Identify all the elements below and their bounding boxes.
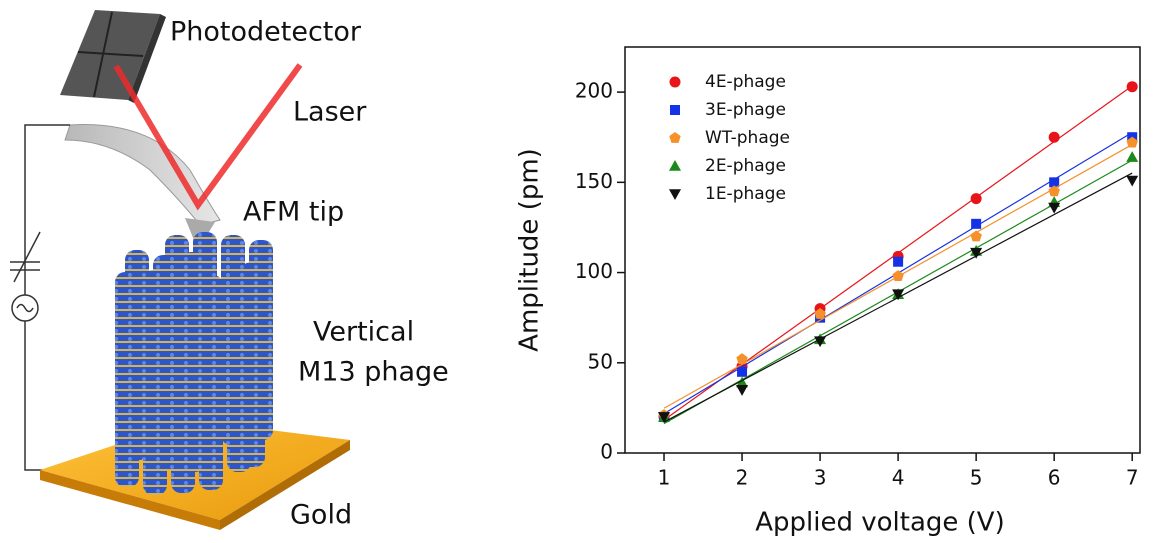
plot-frame: [624, 46, 1141, 454]
legend-marker: [669, 76, 681, 88]
point: [736, 353, 748, 365]
point: [1126, 151, 1139, 162]
label: Photodetector: [170, 17, 362, 48]
legend-label: 2E-phage: [705, 156, 786, 176]
x-axis-title: Applied voltage (V): [755, 508, 1005, 538]
point: [658, 412, 671, 423]
phage: [199, 275, 223, 490]
x-tick-label: 1: [658, 466, 671, 490]
label: M13 phage: [298, 357, 449, 388]
point: [971, 218, 982, 229]
gold-edge: [220, 440, 350, 530]
circuit-wire: [24, 124, 100, 471]
point: [1126, 136, 1138, 148]
label: Vertical: [313, 317, 414, 348]
point: [1048, 185, 1060, 197]
x-tick-label: 7: [1126, 466, 1139, 490]
y-tick-label: 150: [575, 169, 613, 193]
diagram: Photodetector Laser AFM tip Vertical M13…: [10, 10, 449, 531]
x-tick-label: 6: [1048, 466, 1061, 490]
phage: [171, 268, 195, 493]
x-tick-label: 4: [892, 466, 905, 490]
phage: [227, 282, 251, 472]
point: [737, 366, 748, 377]
y-tick-label: 50: [588, 349, 613, 373]
point: [1048, 202, 1061, 214]
legend-marker: [669, 132, 681, 143]
ac-symbol: [16, 303, 34, 313]
point: [736, 376, 749, 388]
cantilever: [64, 124, 221, 226]
point: [814, 336, 827, 348]
legend-label: 4E-phage: [705, 72, 786, 92]
point: [814, 308, 826, 319]
point: [970, 230, 982, 242]
x-tick-label: 3: [814, 466, 827, 490]
point: [1126, 81, 1138, 93]
label: Gold: [290, 500, 352, 531]
chart: Applied voltage (V) Amplitude (pm) 1 2 3 4 5…: [515, 46, 1141, 538]
detector-split: [93, 11, 113, 98]
point: [1126, 175, 1139, 187]
point: [892, 289, 905, 301]
phage: [115, 272, 139, 487]
point: [1049, 177, 1060, 188]
point: [1048, 131, 1060, 143]
point: [736, 385, 749, 396]
legend-marker: [670, 105, 680, 115]
x-tick-label: 5: [970, 466, 983, 490]
point: [893, 256, 904, 267]
photodetector-side: [128, 14, 166, 103]
variable-arrow: [13, 231, 41, 283]
legend-marker: [669, 160, 681, 171]
detector-split: [77, 51, 144, 57]
laser-beam: [113, 63, 303, 211]
legend-label: 3E-phage: [705, 100, 786, 120]
legend-label: WT-phage: [705, 128, 790, 148]
point: [970, 247, 983, 259]
phage: [143, 270, 167, 495]
legend-label: 1E-phage: [705, 184, 786, 204]
point: [970, 193, 982, 205]
y-tick-label: 0: [600, 440, 613, 464]
y-tick-label: 100: [575, 259, 613, 283]
label: AFM tip: [243, 197, 344, 228]
legend-marker: [669, 189, 681, 200]
phage-array: [115, 232, 273, 495]
photodetector: [60, 10, 160, 100]
y-tick-label: 200: [575, 79, 613, 103]
x-tick-label: 2: [736, 466, 749, 490]
y-axis-title: Amplitude (pm): [515, 148, 545, 352]
label: Laser: [293, 97, 367, 128]
gold-edge: [40, 470, 220, 530]
point: [892, 270, 904, 282]
